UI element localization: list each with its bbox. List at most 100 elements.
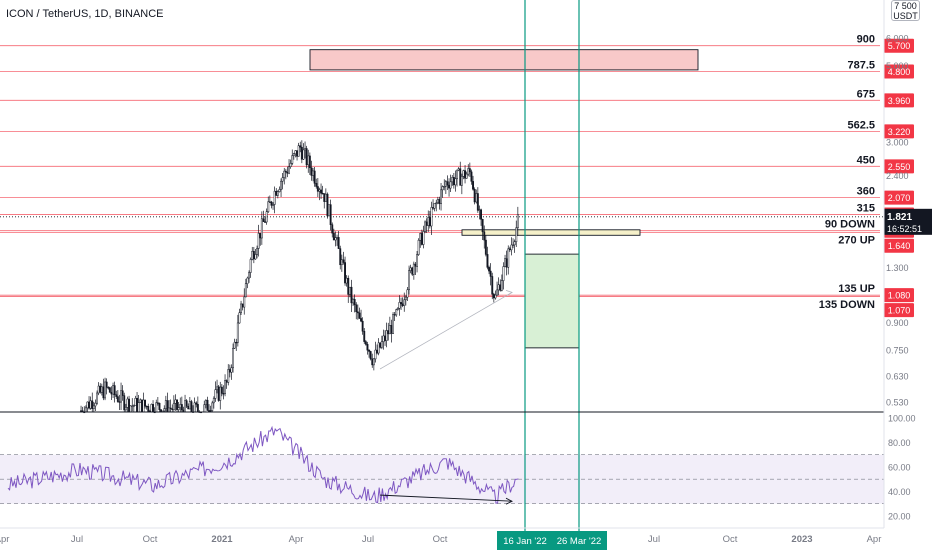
candle-body bbox=[390, 325, 393, 334]
candle-body bbox=[444, 181, 447, 187]
candle-body bbox=[318, 189, 321, 192]
candle-body bbox=[305, 148, 308, 166]
rsi-layer: 20.00 40.00 60.00 80.00 100.00 bbox=[0, 414, 916, 521]
candle-body bbox=[403, 299, 406, 306]
vertical-lines-layer: 16 Jan '22 26 Mar '22 bbox=[497, 0, 607, 550]
time-tick-label: Apr bbox=[289, 534, 304, 545]
level-price-tag bbox=[884, 124, 914, 139]
candle-body bbox=[371, 358, 374, 366]
candle-body bbox=[275, 190, 278, 196]
candle-body bbox=[291, 155, 294, 164]
candle-body bbox=[350, 286, 353, 304]
level-name-label: 787.5 bbox=[847, 59, 875, 71]
candle-body bbox=[476, 193, 479, 211]
candle-body bbox=[264, 221, 267, 223]
candle-body bbox=[515, 227, 518, 243]
candle-body bbox=[419, 233, 422, 241]
candle-body bbox=[169, 407, 172, 410]
candle-body bbox=[118, 401, 121, 403]
candle-body bbox=[427, 217, 430, 226]
candle-body bbox=[347, 277, 350, 295]
candle-body bbox=[142, 399, 145, 413]
candle-body bbox=[224, 380, 227, 394]
date-badge-text: 16 Jan '22 bbox=[503, 536, 547, 547]
candle-body bbox=[108, 387, 111, 393]
candle-body bbox=[313, 170, 316, 184]
candle-body bbox=[260, 218, 263, 239]
level-name-label: 315 bbox=[857, 202, 875, 214]
candle-body bbox=[395, 309, 398, 316]
candle-body bbox=[464, 170, 467, 179]
candle-body bbox=[112, 385, 114, 395]
candle-body bbox=[356, 311, 359, 314]
candle-body bbox=[420, 233, 423, 245]
level-name-label: 135 UP bbox=[838, 283, 875, 295]
candle-body bbox=[376, 349, 379, 354]
candle-body bbox=[414, 263, 417, 267]
candle-body bbox=[208, 410, 211, 412]
candle-body bbox=[505, 258, 508, 268]
candle-body bbox=[321, 192, 324, 195]
date-badge bbox=[551, 531, 607, 550]
level-price-tag-text: 5.700 bbox=[888, 41, 911, 51]
candle-body bbox=[315, 183, 318, 187]
candle-body bbox=[446, 181, 449, 186]
candle-body bbox=[240, 303, 243, 313]
candle-body bbox=[268, 201, 271, 203]
candle-body bbox=[307, 155, 310, 166]
candle-body bbox=[393, 314, 396, 316]
candle-body bbox=[452, 177, 455, 186]
candle-body bbox=[416, 254, 419, 267]
candle-body bbox=[89, 400, 92, 409]
candle-body bbox=[304, 148, 307, 151]
candle-body bbox=[516, 214, 519, 229]
candle-body bbox=[449, 181, 452, 189]
time-tick-label: Apr bbox=[0, 534, 9, 545]
candle-body bbox=[139, 399, 142, 403]
candle-body bbox=[363, 330, 366, 342]
candle-body bbox=[342, 259, 345, 263]
candle-body bbox=[212, 398, 215, 404]
level-price-tag-text: 3.960 bbox=[888, 96, 911, 106]
current-price-badge bbox=[884, 208, 932, 235]
candles-layer bbox=[80, 140, 519, 414]
candle-body bbox=[144, 399, 147, 407]
candle-body bbox=[158, 402, 161, 410]
price-tick-label: 2.400 bbox=[886, 171, 909, 181]
currency-unit-button[interactable]: 7 500 USDT bbox=[891, 0, 920, 21]
candle-body bbox=[385, 330, 388, 341]
candle-body bbox=[235, 341, 238, 344]
candle-body bbox=[257, 233, 260, 249]
level-price-tag bbox=[884, 38, 914, 53]
candle-body bbox=[368, 349, 371, 352]
countdown-label: 16:52:51 bbox=[887, 224, 922, 234]
candle-body bbox=[497, 284, 500, 291]
candle-body bbox=[121, 390, 124, 396]
candle-body bbox=[451, 177, 454, 183]
candle-body bbox=[272, 204, 275, 206]
price-tick-label: 0.630 bbox=[886, 372, 909, 382]
candle-body bbox=[120, 390, 122, 403]
candle-body bbox=[328, 204, 331, 217]
supply-zone-box bbox=[309, 49, 699, 71]
level-price-tag-text: 1.640 bbox=[888, 241, 911, 251]
candle-body bbox=[425, 221, 428, 226]
candle-body bbox=[400, 302, 403, 305]
candle-body bbox=[116, 396, 119, 402]
price-tick-label: 3.000 bbox=[886, 137, 909, 147]
candle-body bbox=[470, 171, 473, 182]
candle-body bbox=[236, 322, 239, 343]
candle-body bbox=[312, 170, 315, 176]
candle-body bbox=[460, 176, 463, 186]
candle-body bbox=[222, 393, 225, 395]
candle-body bbox=[339, 248, 342, 266]
candle-body bbox=[220, 386, 223, 394]
candle-body bbox=[152, 404, 155, 413]
candle-body bbox=[475, 193, 478, 203]
candle-body bbox=[513, 241, 516, 246]
candle-body bbox=[297, 145, 300, 157]
levels-layer: 900 787.5 675 562.5 450 360 315 90 DOWN 270 UP 13… bbox=[0, 34, 932, 318]
level-name-label: 270 UP bbox=[838, 235, 875, 247]
